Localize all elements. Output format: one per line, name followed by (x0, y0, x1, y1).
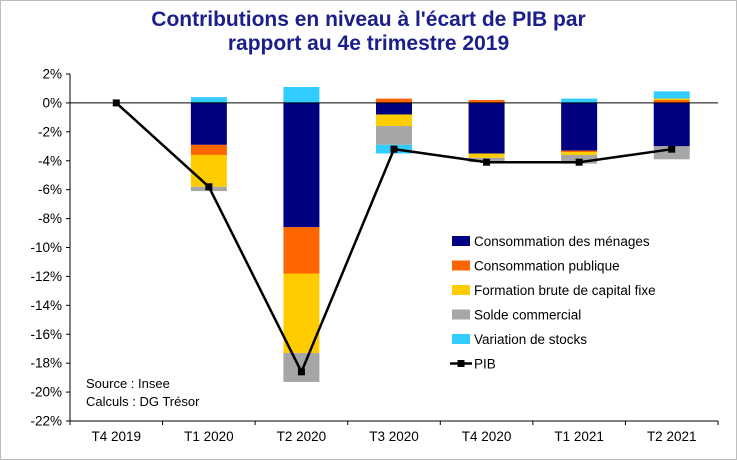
bar-4-6 (653, 91, 690, 99)
bar-1-1 (190, 144, 227, 155)
bar-1-4 (468, 100, 505, 103)
x-tick-label-2: T2 2020 (277, 429, 327, 444)
axes-layer: 2% 0% -2% -4% -6% -8% -10% -12% -14% -16% -18% -20%… (30, 67, 719, 444)
pib-point-2 (297, 368, 305, 376)
bar-2-4 (468, 153, 505, 158)
source-text: Source : Insee (86, 376, 170, 391)
bar-4-5 (561, 98, 598, 103)
source-note: Source : Insee Calculs : DG Trésor (86, 376, 200, 409)
x-tick-label-5: T1 2021 (554, 429, 604, 444)
legend-label-2: Formation brute de capital fixe (474, 283, 656, 298)
x-tick-label-4: T4 2020 (462, 429, 512, 444)
legend-swatch-3 (452, 309, 470, 320)
legend-label-3: Solde commercial (474, 308, 581, 323)
x-tick-label-6: T2 2021 (647, 429, 697, 444)
pib-point-3 (390, 145, 398, 153)
legend-label-1: Consommation publique (474, 259, 620, 274)
pib-point-6 (668, 145, 676, 153)
bar-3-3 (376, 126, 412, 145)
y-tick-label-10: -18% (30, 356, 62, 371)
legend-pib-marker (457, 360, 465, 367)
y-tick-label-9: -16% (30, 327, 62, 342)
y-tick-label-11: -20% (30, 385, 62, 400)
y-tick-label-12: -22% (30, 414, 62, 429)
legend-swatch-2 (452, 285, 470, 295)
bar-2-5 (561, 152, 598, 155)
y-tick-label-6: -10% (30, 240, 62, 255)
bar-3-2 (283, 353, 320, 382)
chart-title-line-1: Contributions en niveau à l'écart de PIB… (151, 8, 586, 31)
calculs-text: Calculs : DG Trésor (86, 394, 200, 409)
y-tick-label-8: -14% (30, 298, 62, 313)
bar-4-2 (283, 87, 320, 103)
pib-line-layer (112, 99, 676, 376)
bar-0-2 (283, 102, 320, 228)
bar-2-1 (190, 154, 227, 187)
chart-title-line-2: rapport au 4e trimestre 2019 (227, 32, 510, 55)
y-tick-label-3: -4% (38, 153, 62, 168)
y-tick-label-5: -8% (38, 211, 62, 226)
bar-0-5 (561, 102, 598, 151)
legend-swatch-4 (452, 334, 470, 344)
bars-layer (190, 87, 690, 382)
legend-swatch-1 (452, 260, 470, 271)
legend-label-pib: PIB (474, 357, 496, 372)
bar-0-4 (468, 102, 505, 154)
bar-1-3 (376, 98, 412, 103)
legend: Consommation des ménages Consommation pub… (450, 234, 656, 372)
y-tick-label-2: -2% (38, 124, 62, 139)
bar-1-2 (283, 227, 320, 274)
x-tick-label-1: T1 2020 (184, 429, 234, 444)
bar-4-1 (190, 97, 227, 103)
pib-point-0 (112, 99, 120, 107)
bar-0-6 (653, 102, 690, 147)
x-tick-label-0: T4 2019 (92, 429, 142, 444)
legend-label-4: Variation de stocks (474, 332, 587, 347)
y-tick-label-4: -6% (38, 182, 62, 197)
chart-title: Contributions en niveau à l'écart de PIB… (0, 8, 737, 56)
bar-0-3 (376, 102, 412, 115)
legend-label-0: Consommation des ménages (474, 234, 650, 249)
bar-2-6 (653, 98, 690, 101)
bar-2-3 (376, 114, 412, 127)
y-tick-label-0: 2% (42, 67, 62, 82)
y-tick-label-1: 0% (42, 95, 62, 110)
pib-point-4 (483, 158, 491, 166)
y-tick-label-7: -12% (30, 269, 62, 284)
legend-swatch-0 (452, 236, 470, 246)
x-tick-label-3: T3 2020 (369, 429, 419, 444)
bar-1-5 (561, 150, 598, 153)
bar-0-1 (190, 102, 227, 145)
pib-point-5 (575, 158, 583, 166)
pib-point-1 (205, 183, 213, 191)
bar-1-6 (653, 100, 690, 103)
